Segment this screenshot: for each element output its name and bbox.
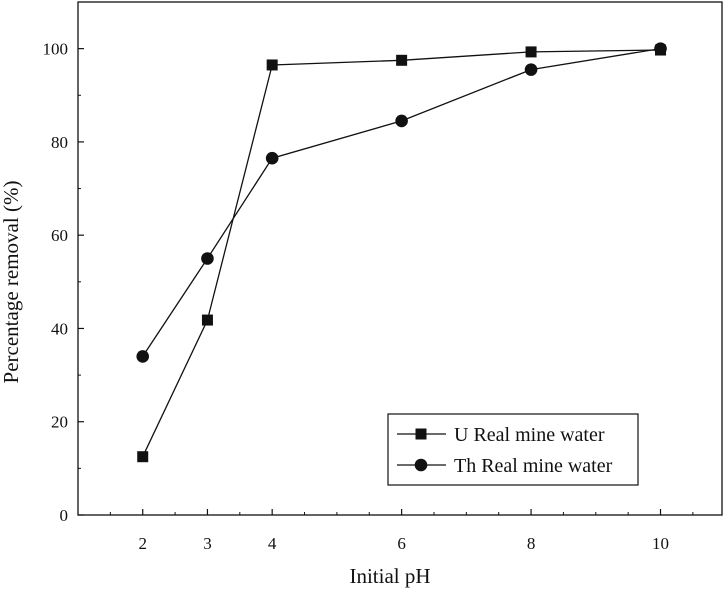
series-line bbox=[142, 49, 661, 457]
data-point bbox=[524, 63, 538, 76]
legend-box bbox=[387, 413, 639, 486]
x-tick-label: 2 bbox=[138, 534, 147, 553]
y-tick-label: 20 bbox=[51, 413, 68, 432]
series-line bbox=[142, 47, 661, 357]
y-axis-title: Percentage removal (%) bbox=[0, 181, 23, 384]
legend: U Real mine water Th Real mine water bbox=[387, 413, 639, 486]
data-point bbox=[395, 114, 408, 128]
legend-label: U Real mine water bbox=[454, 424, 605, 446]
data-point bbox=[265, 151, 279, 165]
data-point bbox=[396, 54, 408, 66]
data-point bbox=[654, 42, 667, 55]
x-tick-label: 10 bbox=[652, 534, 669, 553]
x-tick-label: 8 bbox=[527, 534, 536, 553]
legend-square-marker bbox=[415, 428, 427, 440]
legend-circle-marker bbox=[414, 458, 428, 472]
x-tick-label: 3 bbox=[203, 534, 212, 553]
legend-label: Th Real mine water bbox=[454, 455, 613, 477]
y-tick-label: 60 bbox=[51, 226, 68, 245]
series-u bbox=[137, 44, 667, 463]
data-point bbox=[201, 314, 213, 326]
x-axis-title: Initial pH bbox=[349, 564, 430, 588]
y-tick-label: 100 bbox=[43, 40, 69, 59]
y-tick-label: 0 bbox=[60, 506, 69, 525]
data-point bbox=[266, 59, 278, 71]
x-tick-label: 4 bbox=[268, 534, 277, 553]
plot-frame bbox=[77, 1, 723, 516]
data-point bbox=[136, 350, 150, 363]
data-point bbox=[137, 451, 149, 463]
data-point bbox=[201, 252, 214, 265]
y-tick-label: 40 bbox=[51, 319, 68, 338]
series-th bbox=[136, 42, 667, 363]
data-point bbox=[525, 46, 537, 58]
x-tick-label: 6 bbox=[397, 534, 406, 553]
y-tick-label: 80 bbox=[51, 133, 68, 152]
